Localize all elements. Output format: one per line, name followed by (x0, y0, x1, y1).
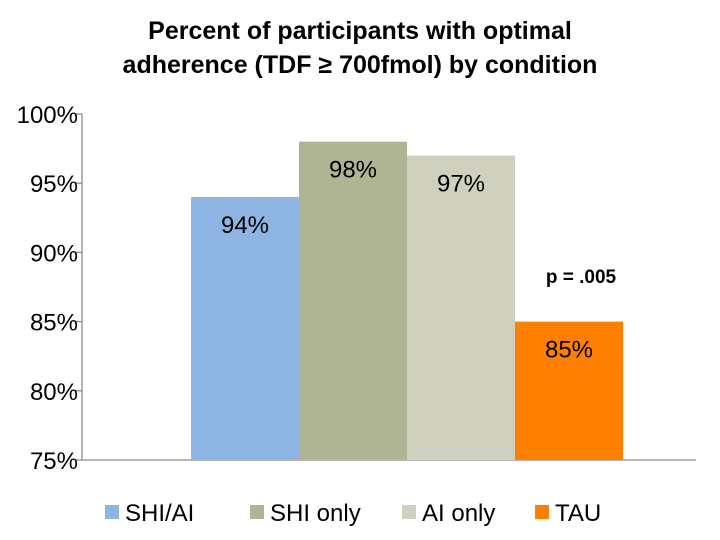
bar-1 (299, 141, 407, 460)
legend-label-0: SHI/AI (125, 500, 194, 527)
y-tick-label: 95% (30, 171, 78, 198)
y-tick-label: 75% (30, 448, 78, 475)
bar-0 (191, 197, 299, 461)
y-tick-label: 90% (30, 240, 78, 267)
chart-data-labels: 94% 98% 97% 85% (221, 157, 593, 364)
legend-swatch-1 (250, 505, 264, 519)
data-label-2: 97% (437, 171, 485, 198)
y-tick-label: 85% (30, 310, 78, 337)
chart-title: Percent of participants with optimal adh… (0, 14, 720, 82)
chart-bars (191, 141, 623, 461)
legend-swatch-3 (535, 505, 549, 519)
legend-label-3: TAU (555, 500, 601, 527)
legend-label-1: SHI only (270, 500, 361, 527)
bar-2 (407, 155, 515, 460)
data-label-1: 98% (329, 157, 377, 184)
y-tick-label: 80% (30, 379, 78, 406)
data-label-0: 94% (221, 212, 269, 239)
chart-title-line-2: adherence (TDF ≥ 700fmol) by condition (122, 51, 598, 79)
data-label-3: 85% (545, 337, 593, 364)
chart-legend: SHI/AI SHI only AI only TAU (105, 500, 601, 527)
chart-axes: 100% 95% 90% 85% 80% 75% (17, 102, 696, 475)
legend-label-2: AI only (422, 500, 495, 527)
bar-3 (515, 321, 623, 460)
p-value-annotation: p = .005 (546, 267, 617, 288)
legend-swatch-0 (105, 505, 119, 519)
legend-swatch-2 (402, 505, 416, 519)
chart-title-line-1: Percent of participants with optimal (148, 17, 572, 45)
y-tick-label: 100% (17, 102, 78, 129)
